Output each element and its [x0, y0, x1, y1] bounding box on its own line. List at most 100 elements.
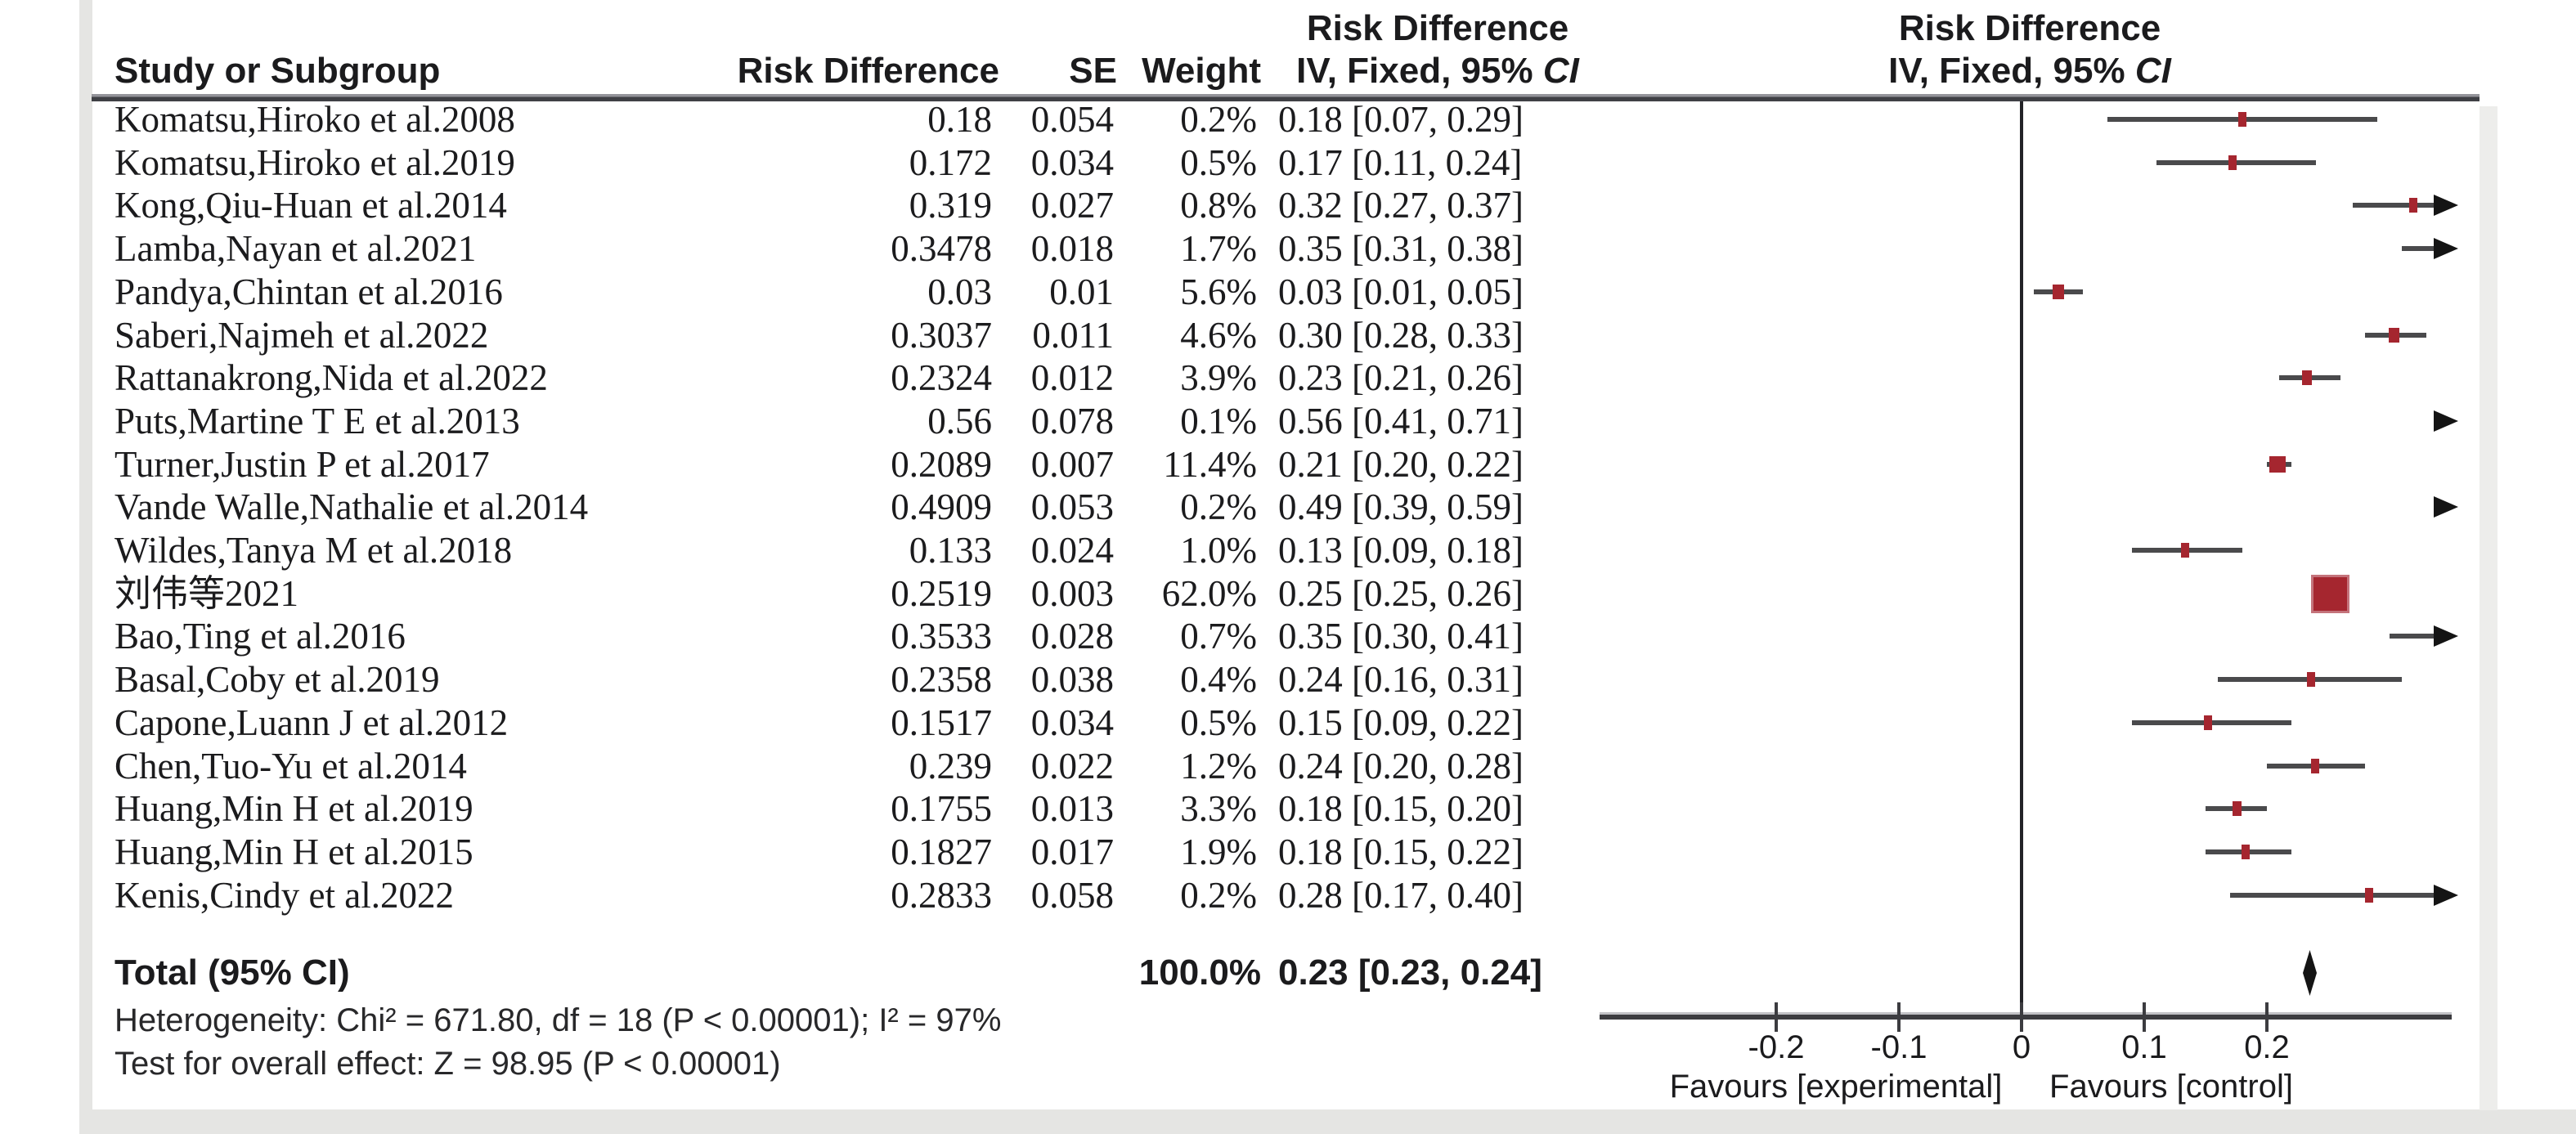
study-label: Saberi,Najmeh et al.2022 [114, 315, 489, 356]
se-value: 0.058 [1030, 875, 1114, 916]
study-label: Huang,Min H et al.2015 [114, 831, 473, 872]
weight-value: 1.2% [1180, 746, 1257, 787]
risk-difference-value: 0.2519 [891, 573, 992, 614]
risk-difference-value: 0.56 [927, 401, 992, 441]
risk-difference-value: 0.4909 [891, 486, 992, 527]
ci-line [2390, 634, 2439, 639]
ci-arrow-right [2434, 625, 2458, 647]
total-row-ci: 0.23 [0.23, 0.24] [1278, 952, 1542, 993]
se-value: 0.038 [1030, 659, 1114, 700]
page-bottom-border [79, 1109, 2576, 1134]
study-label: 刘伟等2021 [114, 573, 299, 614]
column-header-weight: Weight [1142, 51, 1261, 91]
effect-marker [2053, 285, 2064, 299]
column-header-effect-ci-line1: Risk Difference [1306, 8, 1569, 48]
weight-value: 0.2% [1180, 99, 1257, 140]
x-axis-tick [2020, 1002, 2023, 1032]
se-value: 0.011 [1032, 315, 1114, 356]
ci-arrow-right [2434, 238, 2458, 259]
ci-line [2230, 893, 2439, 898]
heterogeneity-text: Heterogeneity: Chi² = 671.80, df = 18 (P… [114, 1002, 1002, 1038]
risk-difference-value: 0.2833 [891, 875, 992, 916]
study-label: Kenis,Cindy et al.2022 [114, 875, 454, 916]
ci-line [2353, 203, 2439, 208]
study-label: Capone,Luann J et al.2012 [114, 702, 509, 743]
ci-text: 0.21 [0.20, 0.22] [1278, 444, 1524, 485]
ci-arrow-right [2434, 410, 2458, 432]
zero-reference-line [2020, 101, 2023, 1019]
ci-arrow-right [2434, 195, 2458, 216]
se-value: 0.022 [1030, 746, 1114, 787]
weight-value: 0.7% [1180, 616, 1257, 657]
risk-difference-value: 0.18 [927, 99, 992, 140]
study-label: Basal,Coby et al.2019 [114, 659, 440, 700]
effect-marker [2311, 575, 2349, 613]
risk-difference-value: 0.133 [909, 530, 992, 571]
study-label: Lamba,Nayan et al.2021 [114, 228, 477, 269]
weight-value: 3.3% [1180, 788, 1257, 829]
ci-text: 0.18 [0.15, 0.20] [1278, 788, 1524, 829]
effect-marker [2242, 845, 2250, 859]
se-value: 0.007 [1030, 444, 1114, 485]
ci-text: 0.17 [0.11, 0.24] [1278, 142, 1523, 183]
weight-value: 0.8% [1180, 185, 1257, 226]
study-label: Bao,Ting et al.2016 [114, 616, 406, 657]
x-axis-tick-label: -0.2 [1748, 1029, 1805, 1065]
ci-text: 0.23 [0.21, 0.26] [1278, 357, 1524, 398]
ci-text: 0.15 [0.09, 0.22] [1278, 702, 1524, 743]
weight-value: 0.5% [1180, 142, 1257, 183]
ci-line [2402, 246, 2439, 251]
ci-text: 0.30 [0.28, 0.33] [1278, 315, 1524, 356]
total-row-label: Total (95% CI) [114, 952, 350, 993]
ci-text: 0.25 [0.25, 0.26] [1278, 573, 1524, 614]
weight-value: 5.6% [1180, 271, 1257, 312]
overall-effect-text: Test for overall effect: Z = 98.95 (P < … [114, 1046, 781, 1082]
study-label: Vande Walle,Nathalie et al.2014 [114, 486, 589, 527]
se-value: 0.027 [1030, 185, 1114, 226]
risk-difference-value: 0.03 [927, 271, 992, 312]
header-divider [92, 94, 2480, 101]
weight-value: 0.2% [1180, 875, 1257, 916]
effect-marker [2269, 456, 2286, 473]
x-axis-tick [2143, 1002, 2146, 1032]
ci-text: 0.35 [0.30, 0.41] [1278, 616, 1524, 657]
plot-header-line1: Risk Difference [1898, 8, 2161, 48]
risk-difference-value: 0.1755 [891, 788, 992, 829]
effect-marker [2238, 112, 2246, 127]
se-value: 0.012 [1030, 357, 1114, 398]
study-label: Komatsu,Hiroko et al.2008 [114, 99, 515, 140]
se-value: 0.028 [1030, 616, 1114, 657]
x-axis-tick [1897, 1002, 1901, 1032]
risk-difference-value: 0.239 [909, 746, 992, 787]
se-value: 0.017 [1030, 831, 1114, 872]
se-value: 0.034 [1030, 142, 1114, 183]
ci-text: 0.56 [0.41, 0.71] [1278, 401, 1524, 441]
weight-value: 0.1% [1180, 401, 1257, 441]
effect-marker [2389, 328, 2399, 343]
ci-text: 0.18 [0.07, 0.29] [1278, 99, 1524, 140]
study-label: Rattanakrong,Nida et al.2022 [114, 357, 548, 398]
risk-difference-value: 0.3478 [891, 228, 992, 269]
se-value: 0.013 [1030, 788, 1114, 829]
ci-text: 0.28 [0.17, 0.40] [1278, 875, 1524, 916]
ci-text: 0.49 [0.39, 0.59] [1278, 486, 1524, 527]
ci-text: 0.13 [0.09, 0.18] [1278, 530, 1524, 571]
column-header-risk-difference: Risk Difference [737, 51, 999, 91]
ci-text: 0.03 [0.01, 0.05] [1278, 271, 1524, 312]
study-label: Wildes,Tanya M et al.2018 [114, 530, 513, 571]
risk-difference-value: 0.3533 [891, 616, 992, 657]
study-label: Chen,Tuo-Yu et al.2014 [114, 746, 467, 787]
effect-marker [2302, 370, 2312, 385]
weight-value: 1.7% [1180, 228, 1257, 269]
se-value: 0.018 [1030, 228, 1114, 269]
x-axis-line [1600, 1012, 2452, 1020]
weight-value: 1.0% [1180, 530, 1257, 571]
se-value: 0.034 [1030, 702, 1114, 743]
risk-difference-value: 0.3037 [891, 315, 992, 356]
study-label: Turner,Justin P et al.2017 [114, 444, 490, 485]
total-row-weight: 100.0% [1138, 952, 1261, 993]
effect-marker [2228, 155, 2237, 170]
favours-right-label: Favours [control] [2049, 1069, 2293, 1105]
x-axis-tick-label: -0.1 [1870, 1029, 1928, 1065]
x-axis-tick-label: 0 [2012, 1029, 2031, 1065]
